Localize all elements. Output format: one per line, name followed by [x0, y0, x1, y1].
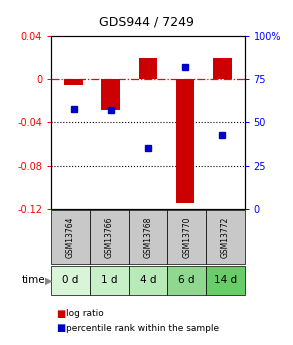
Text: time: time [22, 275, 45, 285]
Bar [101, 79, 120, 109]
Text: GSM13772: GSM13772 [221, 217, 230, 258]
Text: 6 d: 6 d [178, 275, 195, 285]
Text: GSM13770: GSM13770 [182, 216, 191, 258]
Text: ▶: ▶ [45, 275, 52, 285]
Text: GSM13764: GSM13764 [66, 216, 75, 258]
Bar [176, 79, 195, 203]
Text: log ratio: log ratio [66, 309, 104, 318]
Text: GSM13768: GSM13768 [144, 217, 152, 258]
Text: 4 d: 4 d [140, 275, 156, 285]
Text: GDS944 / 7249: GDS944 / 7249 [99, 16, 194, 29]
Text: 0 d: 0 d [62, 275, 79, 285]
Text: 14 d: 14 d [214, 275, 237, 285]
Text: GSM13766: GSM13766 [105, 216, 114, 258]
Text: 1 d: 1 d [101, 275, 117, 285]
Bar [139, 58, 157, 79]
Text: percentile rank within the sample: percentile rank within the sample [66, 324, 219, 333]
Bar [64, 79, 83, 85]
Text: ■: ■ [56, 324, 65, 333]
Bar [213, 58, 232, 79]
Text: ■: ■ [56, 309, 65, 319]
